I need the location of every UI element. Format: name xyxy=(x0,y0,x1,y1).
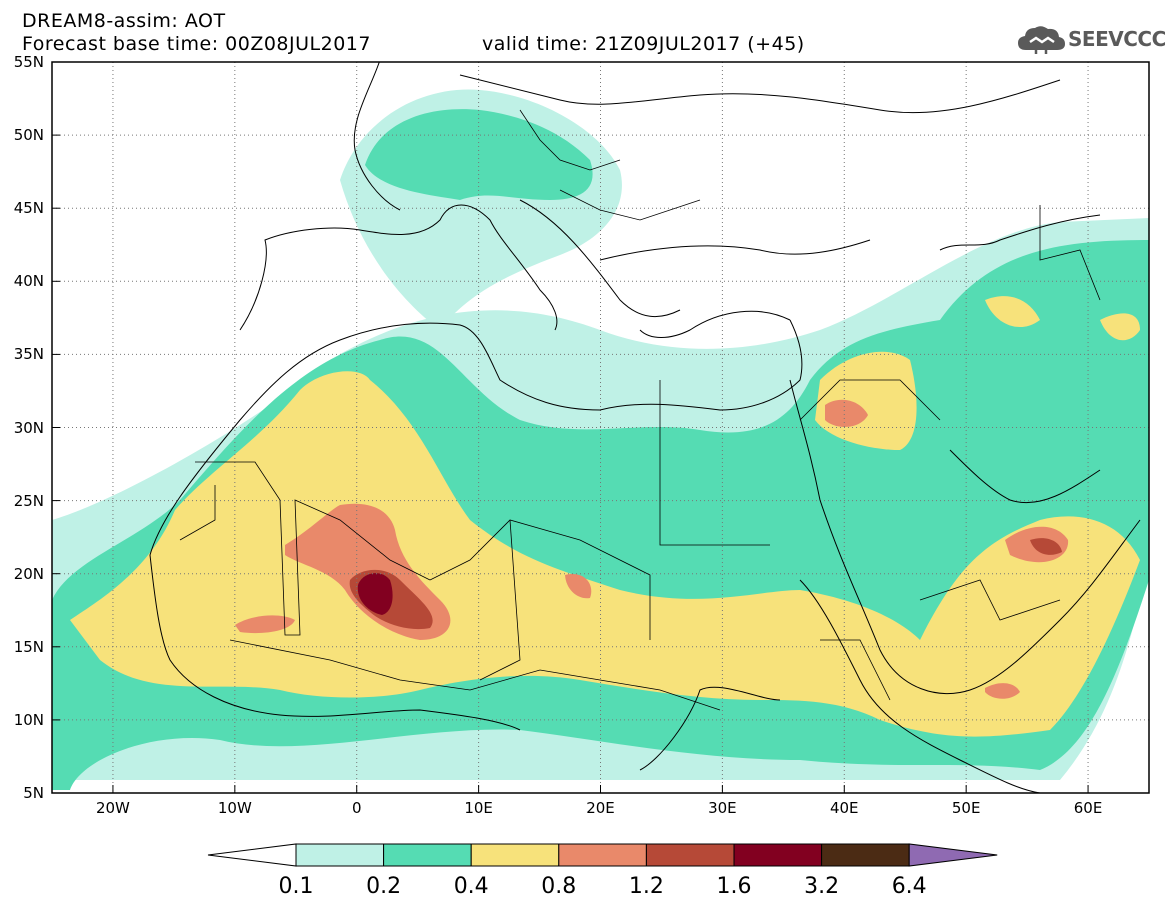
lat-label: 55N xyxy=(13,53,44,71)
colorbar-min-arrow xyxy=(207,843,297,867)
colorbar-level-label: 1.2 xyxy=(628,874,664,899)
colorbar-max-arrow xyxy=(908,843,998,867)
lon-label: 30E xyxy=(708,799,737,817)
lat-label: 25N xyxy=(13,491,44,510)
lon-label: 10W xyxy=(217,799,252,817)
lon-label: 60E xyxy=(1073,799,1103,817)
graticule xyxy=(52,62,1149,793)
map-title: DREAM8-assim: AOT xyxy=(22,10,226,32)
lat-label: 40N xyxy=(13,272,44,291)
cloud-icon xyxy=(1018,26,1065,54)
aot-band-1.6 xyxy=(357,573,393,615)
lat-label: 15N xyxy=(13,637,44,656)
lat-label: 30N xyxy=(13,418,44,437)
logo-text: SEEVCCC xyxy=(1068,27,1165,51)
lat-label: 20N xyxy=(13,564,44,583)
colorbar-level-label: 1.6 xyxy=(716,874,752,899)
axis-ticks xyxy=(52,61,1089,794)
lat-label: 45N xyxy=(13,199,44,218)
colorbar-level-label: 0.2 xyxy=(366,874,402,899)
colorbar-level-label: 0.4 xyxy=(453,874,489,899)
country-borders xyxy=(179,109,1101,711)
forecast-base-time: Forecast base time: 00Z08JUL2017 xyxy=(22,33,371,55)
lat-label: 10N xyxy=(13,710,44,729)
colorbar-level-label: 0.1 xyxy=(278,874,314,899)
colorbar-level-label: 3.2 xyxy=(804,874,840,899)
colorbar xyxy=(207,843,998,867)
colorbar-swatch xyxy=(470,843,560,867)
coastlines xyxy=(149,62,1141,793)
lat-label: 35N xyxy=(13,345,44,364)
colorbar-level-label: 0.8 xyxy=(541,874,577,899)
lon-label: 0 xyxy=(351,799,362,817)
colorbar-swatch xyxy=(295,843,385,867)
colorbar-swatch xyxy=(733,843,823,867)
lon-label: 40E xyxy=(829,799,859,817)
seevccc-logo: SEEVCCC xyxy=(1016,22,1165,56)
lat-label: 5N xyxy=(23,784,44,802)
lon-label: 50E xyxy=(951,799,981,817)
colorbar-swatch xyxy=(558,843,647,867)
colorbar-swatch xyxy=(645,843,735,867)
lon-label: 10E xyxy=(464,799,493,817)
lon-label: 20W xyxy=(95,799,130,817)
lon-label: 20E xyxy=(586,799,615,817)
valid-time: valid time: 21Z09JUL2017 (+45) xyxy=(482,33,805,55)
colorbar-swatch xyxy=(383,843,472,867)
colorbar-swatch xyxy=(821,843,910,867)
lat-label: 50N xyxy=(13,126,44,145)
colorbar-level-label: 6.4 xyxy=(891,874,927,899)
